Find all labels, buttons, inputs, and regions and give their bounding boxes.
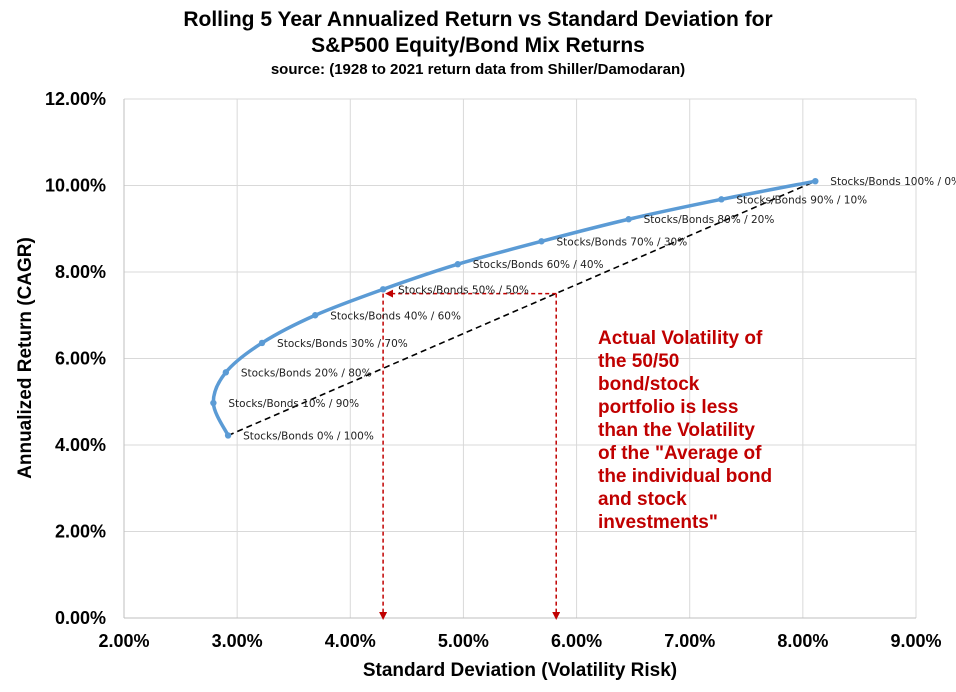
data-point [224, 432, 232, 439]
data-point [379, 286, 387, 293]
y-tick-label: 6.00% [55, 349, 106, 369]
average-volatility-line [227, 180, 816, 437]
data-point [454, 261, 461, 268]
data-point [538, 238, 545, 245]
x-tick-label: 8.00% [777, 631, 828, 651]
volatility-callout: Actual Volatility of the 50/50 bond/stoc… [598, 328, 773, 533]
x-tick-label: 6.00% [551, 631, 602, 651]
y-axis-label: Annualized Return (CAGR) [15, 237, 36, 479]
x-tick-label: 9.00% [890, 631, 941, 651]
x-tick-label: 4.00% [325, 631, 376, 651]
data-point-label: Stocks/Bonds 20% / 80% [241, 367, 372, 379]
data-point-label: Stocks/Bonds 60% / 40% [473, 259, 604, 271]
data-point [625, 216, 632, 223]
x-tick-label: 2.00% [98, 631, 149, 651]
data-point [210, 399, 217, 407]
chart-title: Rolling 5 Year Annualized Return vs Stan… [183, 8, 773, 31]
data-point-label: Stocks/Bonds 80% / 20% [644, 214, 775, 226]
data-point-label: Stocks/Bonds 30% / 70% [277, 338, 408, 350]
data-point-label: Stocks/Bonds 70% / 30% [556, 236, 687, 248]
data-point-label: Stocks/Bonds 90% / 10% [736, 194, 867, 206]
chart-subtitle: source: (1928 to 2021 return data from S… [270, 61, 686, 78]
y-tick-label: 4.00% [55, 435, 106, 455]
y-tick-label: 2.00% [55, 522, 106, 542]
data-point-label: Stocks/Bonds 100% / 0% [830, 176, 956, 188]
x-tick-label: 5.00% [438, 631, 489, 651]
data-point-label: Stocks/Bonds 40% / 60% [330, 310, 461, 322]
y-tick-label: 0.00% [55, 608, 106, 628]
data-point [812, 177, 819, 185]
data-point-label: Stocks/Bonds 0% / 100% [243, 430, 374, 442]
x-tick-label: 7.00% [664, 631, 715, 651]
y-tick-label: 10.00% [45, 176, 106, 196]
data-point [258, 339, 266, 347]
data-point-label: Stocks/Bonds 50% / 50% [398, 284, 529, 296]
data-point [718, 196, 725, 203]
data-point [222, 369, 230, 376]
data-point [312, 312, 319, 319]
data-point-label: Stocks/Bonds 10% / 90% [228, 398, 359, 410]
x-axis-label: Standard Deviation (Volatility Risk) [363, 660, 677, 681]
x-tick-label: 3.00% [212, 631, 263, 651]
chart-title-line2: S&P500 Equity/Bond Mix Returns [311, 34, 645, 57]
y-tick-label: 8.00% [55, 262, 106, 282]
y-tick-label: 12.00% [45, 89, 106, 109]
